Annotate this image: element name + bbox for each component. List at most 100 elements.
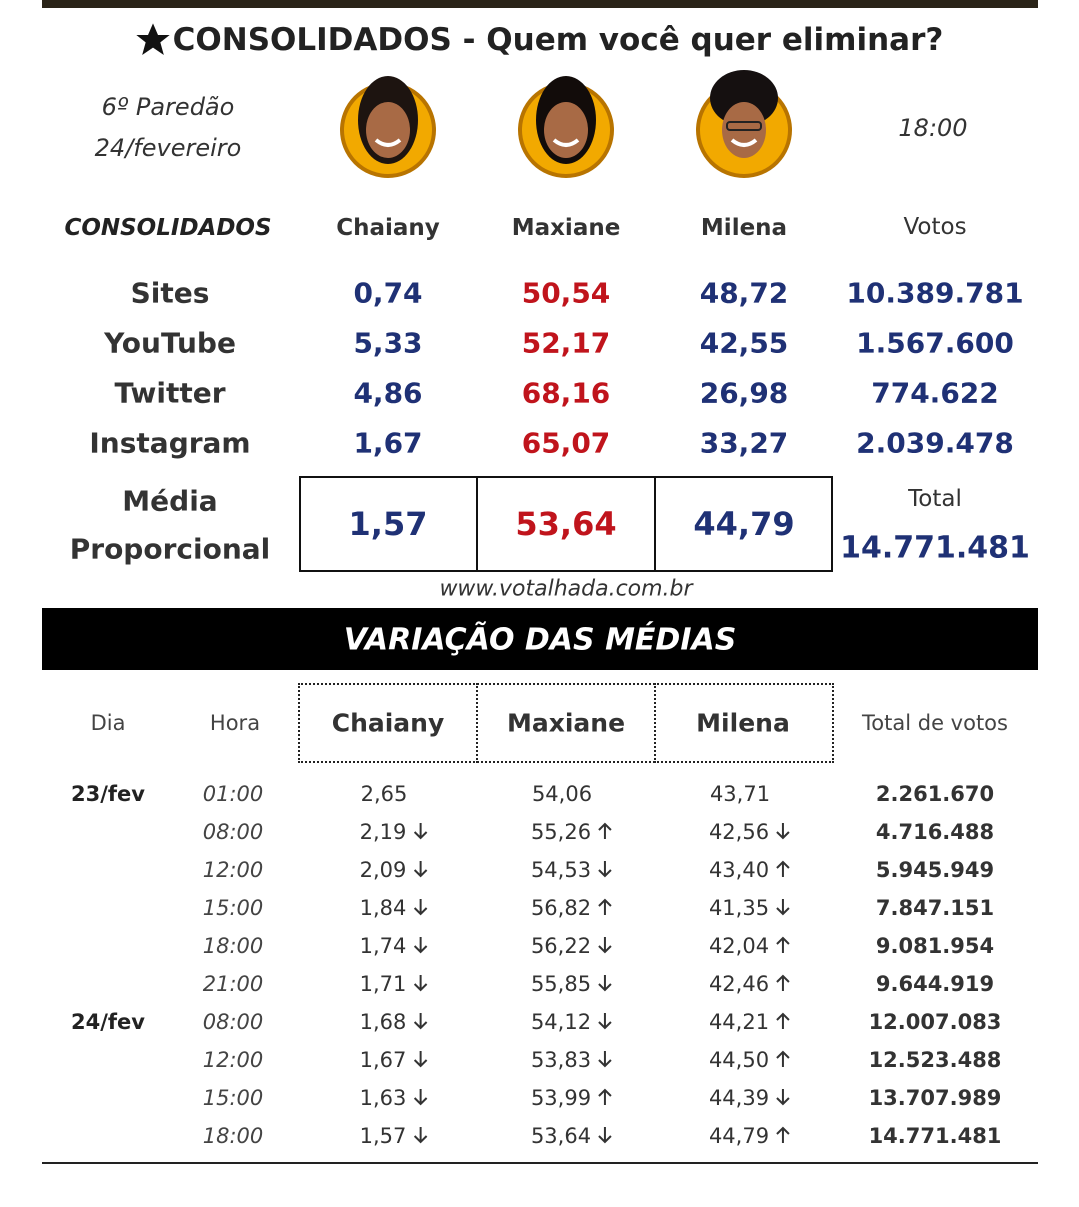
percentage: 52,17 (521, 326, 611, 360)
arrow-up (776, 1050, 790, 1067)
total-label: Total (908, 486, 962, 512)
arrow-up (776, 974, 790, 991)
hour: 15:00 (202, 896, 264, 920)
source-label: Instagram (89, 426, 251, 460)
top-strip (42, 0, 1038, 8)
day: 23/fev (71, 782, 145, 806)
percentage: 1,84 (360, 896, 429, 920)
source-url: www.votalhada.com.br (439, 576, 693, 602)
percentage: 42,46 (709, 972, 791, 996)
percentage: 0,74 (353, 276, 423, 310)
arrow-up (776, 1126, 790, 1143)
percentage: 53,99 (531, 1086, 613, 1110)
percentage: 44,79 (709, 1124, 791, 1148)
percentage: 1,63 (360, 1086, 429, 1110)
arrow-down (776, 1089, 790, 1106)
percentage: 2,65 (360, 782, 408, 806)
total-votes: 12.523.488 (868, 1048, 1002, 1072)
average-label: Média (122, 484, 218, 518)
divider (654, 683, 656, 763)
percentage: 54,06 (531, 782, 593, 806)
percentage: 1,67 (353, 426, 423, 460)
percentage: 44,39 (709, 1086, 791, 1110)
percentage: 1,68 (360, 1010, 429, 1034)
arrow-down (413, 823, 428, 840)
percentage-text: 55,26 (530, 820, 592, 844)
column-header: Dia (90, 711, 126, 735)
arrow-down (776, 823, 790, 840)
percentage-text: 1,67 (359, 1048, 407, 1072)
arrow-down (413, 861, 428, 878)
percentage: 50,54 (521, 276, 611, 310)
total-votes: 12.007.083 (868, 1010, 1002, 1034)
percentage: 42,04 (709, 934, 791, 958)
hour: 08:00 (202, 1010, 264, 1034)
percentage: 43,40 (709, 858, 791, 882)
percentage-text: 1,68 (359, 1010, 407, 1034)
total-votes: 5.945.949 (875, 858, 995, 882)
percentage-text: 1,74 (359, 934, 407, 958)
total-votes: 9.081.954 (875, 934, 995, 958)
arrow-down (598, 975, 612, 992)
hour: 18:00 (202, 934, 264, 958)
total-votes: 14.771.481 (868, 1124, 1002, 1148)
percentage-text: 42,56 (708, 820, 770, 844)
divider (476, 476, 478, 572)
percentage: 42,56 (709, 820, 791, 844)
vote-count: 1.567.600 (856, 326, 1014, 360)
candidate-name: Maxiane (511, 215, 621, 241)
percentage-text: 55,85 (530, 972, 592, 996)
percentage-text: 53,99 (530, 1086, 592, 1110)
percentage-text: 56,82 (530, 896, 592, 920)
hour: 21:00 (202, 972, 264, 996)
source-label: YouTube (104, 326, 236, 360)
arrow-down (598, 937, 612, 954)
percentage: 55,85 (531, 972, 613, 996)
percentage-text: 2,09 (359, 858, 407, 882)
percentage-text: 43,40 (708, 858, 770, 882)
hour: 12:00 (202, 858, 264, 882)
section-title: VARIAÇÃO DAS MÉDIAS (343, 622, 737, 658)
arrow-down (598, 861, 612, 878)
percentage: 5,33 (353, 326, 423, 360)
arrow-down (413, 937, 428, 954)
column-header: Milena (696, 708, 790, 738)
hour: 15:00 (202, 1086, 264, 1110)
arrow-up (776, 1012, 790, 1029)
column-header: Maxiane (506, 708, 626, 738)
percentage: 56,22 (531, 934, 613, 958)
total-votes: 7.847.151 (875, 896, 995, 920)
percentage-text: 1,63 (359, 1086, 407, 1110)
percentage-text: 54,12 (530, 1010, 592, 1034)
percentage: 42,55 (699, 326, 789, 360)
source-label: Twitter (114, 376, 226, 410)
percentage-text: 42,04 (708, 934, 770, 958)
column-header: Chaiany (331, 708, 445, 738)
column-header: Votos (903, 214, 967, 240)
arrow-up (598, 822, 612, 839)
bottom-rule (42, 1162, 1038, 1164)
percentage: 53,83 (531, 1048, 613, 1072)
percentage: 55,26 (531, 820, 613, 844)
column-header: Hora (209, 711, 261, 735)
arrow-down (413, 1089, 428, 1106)
arrow-down (598, 1013, 612, 1030)
avatar (518, 76, 614, 178)
average-label: Proporcional (69, 532, 271, 566)
percentage-text: 53,83 (530, 1048, 592, 1072)
percentage-text: 56,22 (530, 934, 592, 958)
arrow-up (776, 936, 790, 953)
percentage: 26,98 (699, 376, 789, 410)
percentage: 54,53 (531, 858, 613, 882)
percentage: 41,35 (709, 896, 791, 920)
arrow-down (413, 1051, 428, 1068)
hour: 08:00 (202, 820, 264, 844)
column-header: CONSOLIDADOS (64, 215, 272, 241)
hour: 01:00 (202, 782, 264, 806)
arrow-down (413, 899, 428, 916)
star-icon (136, 23, 170, 55)
avatar (696, 70, 792, 178)
percentage-text: 2,19 (359, 820, 407, 844)
column-header: Total de votos (862, 711, 1008, 735)
